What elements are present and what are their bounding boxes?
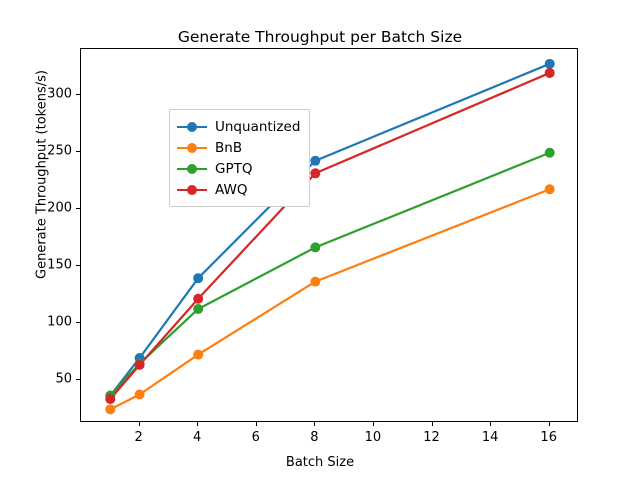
x-tick-mark (138, 422, 140, 426)
x-tick-mark (197, 422, 199, 426)
data-point-marker (134, 359, 145, 370)
y-tick-label: 100 (47, 314, 72, 330)
data-point-marker (310, 168, 321, 179)
series-line-bnb (109, 188, 551, 411)
legend-swatch-icon-0 (177, 121, 207, 133)
legend-marker-dot-icon-2 (187, 163, 197, 174)
x-tick-label: 14 (481, 430, 499, 445)
x-tick-label: 2 (134, 430, 143, 445)
x-tick-mark (490, 422, 492, 426)
y-tick-label: 150 (47, 257, 72, 273)
x-tick-mark (372, 422, 375, 426)
y-tick-mark (76, 93, 80, 95)
y-axis-label: Generate Throughput (tokens/s) (34, 70, 50, 279)
x-tick-label: 12 (423, 430, 440, 445)
chart-legend: Unquantized BnB GPTQ (169, 109, 311, 207)
data-point-marker (134, 389, 145, 400)
legend-swatch-icon-1 (177, 142, 207, 154)
x-tick-mark (431, 422, 433, 426)
legend-item-1[interactable]: BnB (177, 137, 300, 158)
legend-label-0: Unquantized (215, 118, 301, 135)
data-point-marker (193, 293, 204, 304)
legend-marker-dot-icon-3 (187, 184, 197, 195)
data-point-marker (193, 349, 204, 360)
data-point-marker (544, 67, 555, 78)
legend-label-1: BnB (215, 139, 243, 156)
x-tick-label: 6 (251, 430, 260, 445)
data-point-marker (193, 273, 204, 284)
data-point-marker (105, 394, 116, 405)
data-point-marker (544, 147, 555, 158)
data-point-marker (544, 184, 555, 195)
legend-swatch-icon-3 (177, 184, 207, 196)
x-tick-mark (314, 422, 316, 426)
data-point-marker (544, 58, 555, 69)
x-tick-label: 4 (193, 430, 202, 445)
x-tick-mark (548, 422, 550, 426)
legend-marker-dot-icon-0 (187, 121, 197, 132)
legend-marker-dot-icon-1 (187, 142, 197, 153)
chart-title: Generate Throughput per Batch Size (177, 28, 463, 46)
y-tick-mark (76, 378, 80, 380)
data-point-marker (310, 155, 321, 166)
legend-item-2[interactable]: GPTQ (177, 158, 300, 179)
data-point-marker (193, 303, 204, 314)
legend-item-0[interactable]: Unquantized (177, 116, 300, 137)
x-tick-label: 10 (364, 430, 382, 445)
x-tick-mark (255, 422, 257, 426)
plot-svg (105, 58, 555, 415)
legend-label-2: GPTQ (215, 160, 253, 177)
legend-item-3[interactable]: AWQ (177, 179, 300, 200)
y-tick-mark (76, 207, 80, 209)
legend-label-3: AWQ (215, 181, 248, 198)
data-point-marker (105, 404, 116, 415)
data-point-marker (310, 276, 321, 287)
x-tick-label: 8 (310, 430, 319, 445)
data-point-marker (310, 242, 321, 253)
plot-area: Unquantized BnB GPTQ (80, 48, 578, 422)
y-tick-label: 300 (47, 86, 72, 102)
x-tick-label: 16 (540, 430, 557, 445)
y-tick-label: 200 (47, 200, 72, 216)
y-tick-mark (76, 264, 80, 266)
y-tick-label: 250 (47, 143, 72, 159)
x-axis-label: Batch Size (285, 455, 355, 470)
y-tick-mark (76, 150, 80, 152)
y-tick-mark (76, 321, 80, 323)
legend-swatch-icon-2 (177, 163, 207, 175)
y-tick-label: 50 (55, 371, 72, 387)
